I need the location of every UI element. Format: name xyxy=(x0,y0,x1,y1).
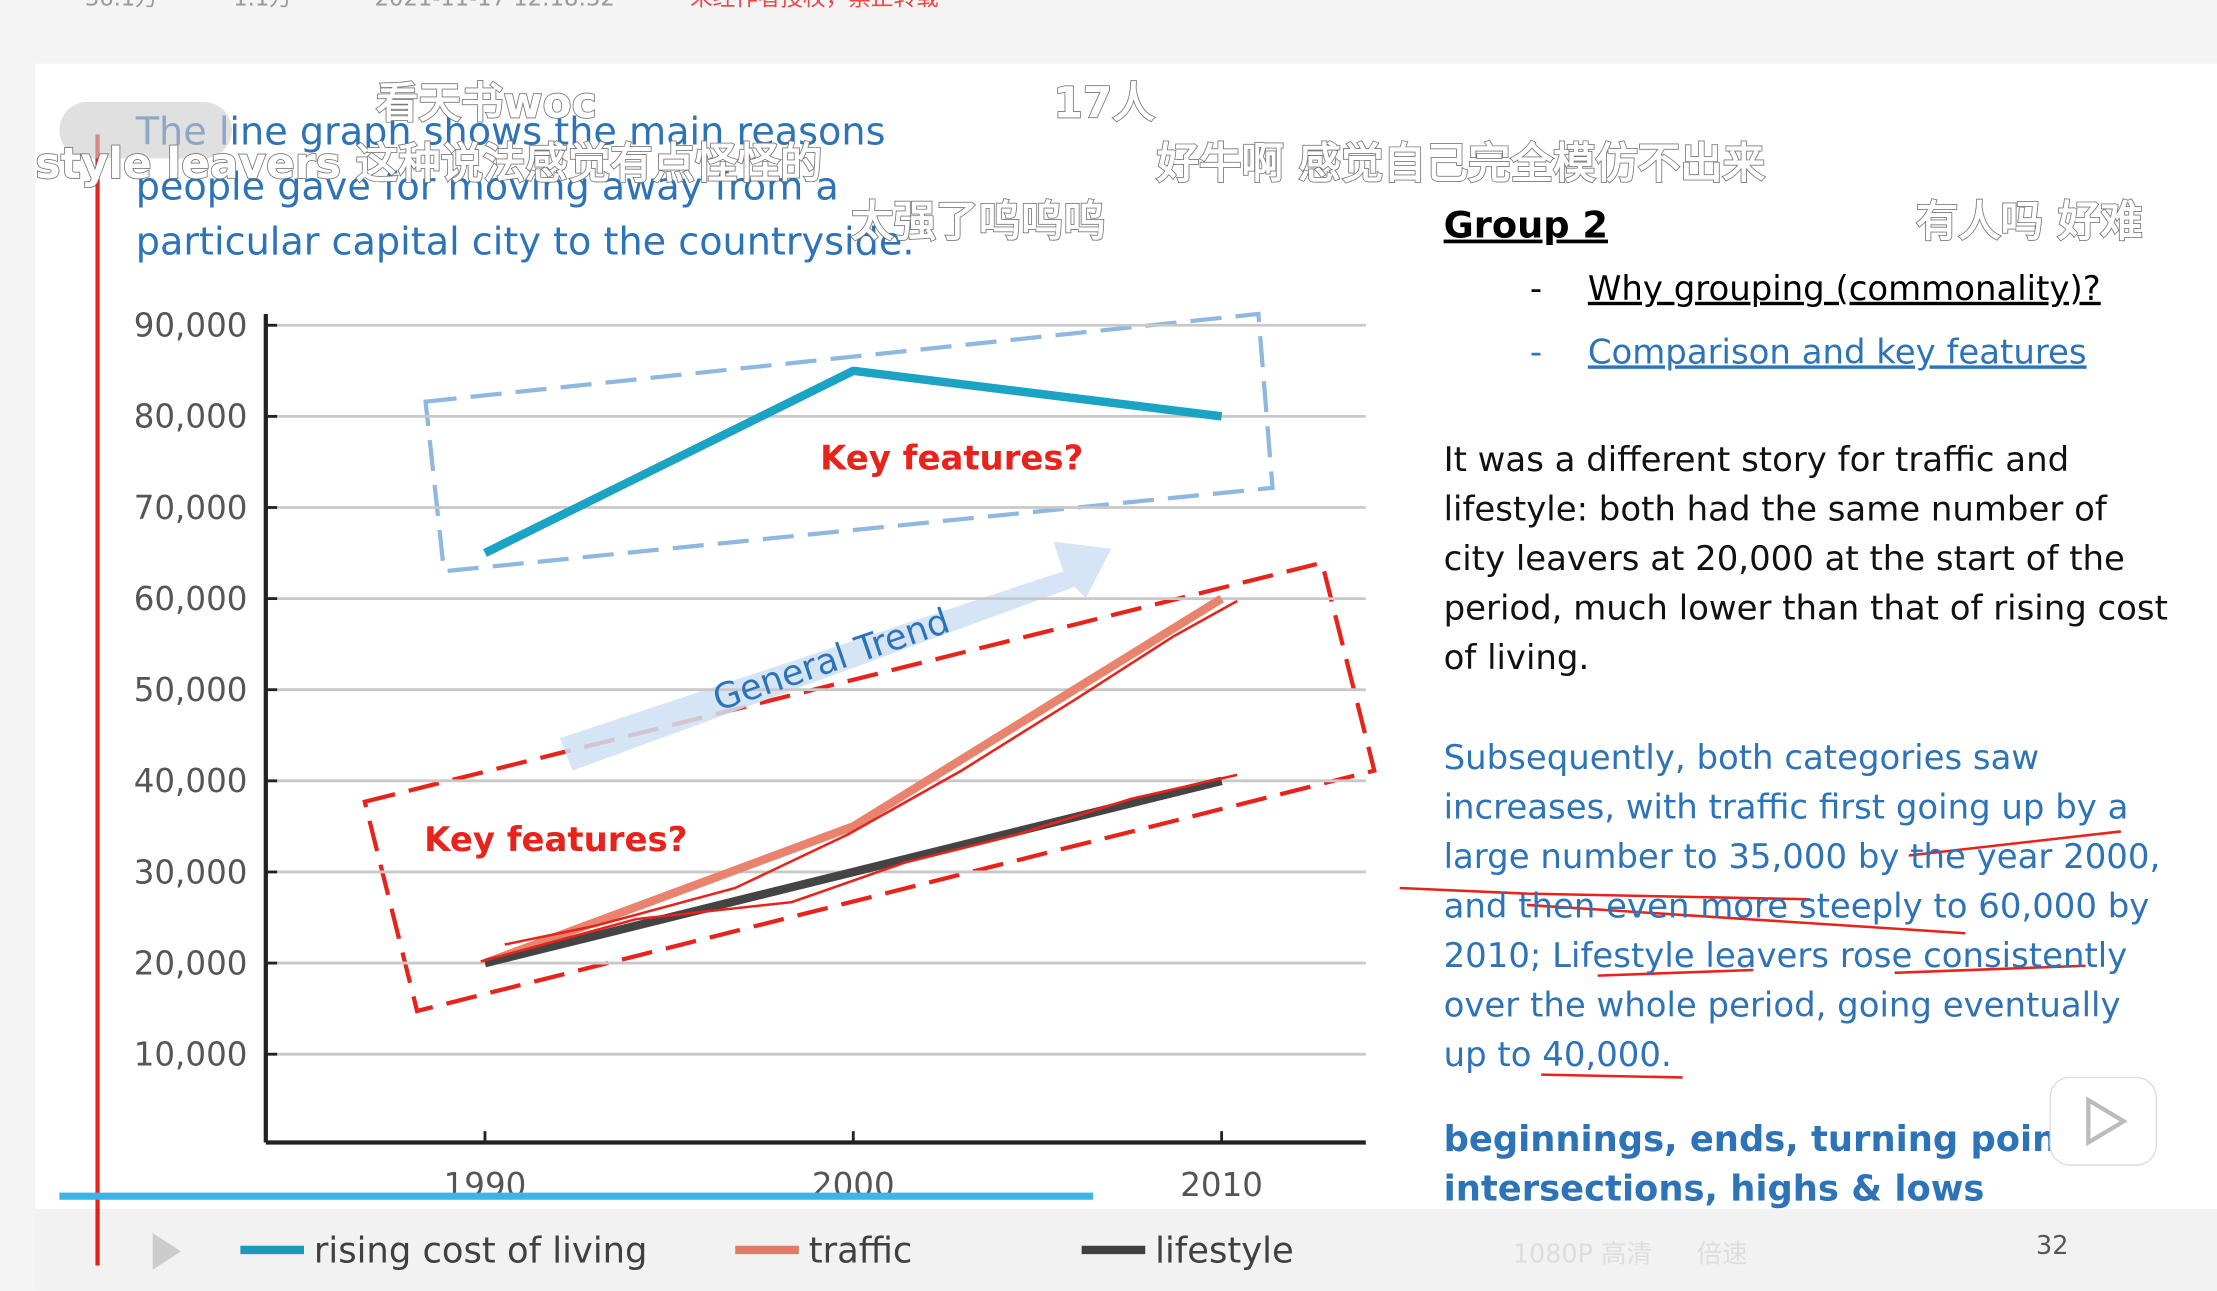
play-button[interactable] xyxy=(152,1232,181,1270)
hand-annotations xyxy=(480,599,2121,1079)
series-line xyxy=(483,776,1223,968)
text-line: up to 40,000. xyxy=(1444,1036,1672,1075)
danmaku: 17人 xyxy=(1053,79,1155,128)
slide-title: The line graph shows the main reasons peo… xyxy=(135,110,915,264)
bullet-dash: - xyxy=(1530,270,1542,309)
y-tick-label: 10,000 xyxy=(134,1036,248,1074)
text-line: 2010; Lifestyle leavers rose consistentl… xyxy=(1444,937,2128,976)
views: 36.1万 xyxy=(85,0,158,12)
control-bar xyxy=(35,1208,2217,1291)
notice: 未经作者授权，禁止转载 xyxy=(690,0,939,12)
title-line: particular capital city to the countrysi… xyxy=(136,221,915,265)
y-tick-label: 20,000 xyxy=(134,944,248,982)
uploader-badge[interactable] xyxy=(59,101,232,159)
bullet-dash: - xyxy=(1530,333,1542,372)
video-frame xyxy=(35,63,2217,1291)
x-tick-label: 2010 xyxy=(1180,1166,1263,1204)
text-line: lifestyle: both had the same number of xyxy=(1444,490,2108,529)
big-play-button[interactable] xyxy=(2049,1076,2157,1166)
dashed-box-blue xyxy=(423,311,1275,574)
text-line: large number to 35,000 by the year 2000, xyxy=(1444,838,2161,877)
danmaku-count: 1.1万 xyxy=(233,0,292,12)
text-line: and then even more steeply to 60,000 by xyxy=(1444,888,2150,927)
text-line: increases, with traffic first going up b… xyxy=(1444,789,2129,828)
dashed-box-red xyxy=(362,560,1377,1014)
big-play-icon xyxy=(2086,1096,2128,1147)
text-line: It was a different story for traffic and xyxy=(1444,441,2070,480)
y-tick-label: 80,000 xyxy=(134,398,248,436)
legend-label: lifestyle xyxy=(1155,1231,1294,1272)
text-line: intersections, highs & lows xyxy=(1444,1168,1985,1209)
text-line: city leavers at 20,000 at the start of t… xyxy=(1444,540,2125,579)
legend-label: traffic xyxy=(809,1231,913,1272)
danmaku: 看天书woc xyxy=(376,79,597,128)
quality[interactable]: 1080P 高清 xyxy=(1513,1240,1652,1270)
y-tick-label: 90,000 xyxy=(134,307,248,345)
summary: beginnings, ends, turning points, interse… xyxy=(1444,1119,2109,1209)
plot: 10,000 20,000 30,000 40,000 50,000 60,000 70,0… xyxy=(134,307,1366,1204)
bullet: Comparison and key features xyxy=(1588,333,2087,372)
series-line xyxy=(483,594,1224,968)
key-features-bottom: Key features? xyxy=(424,821,687,860)
legend-label: rising cost of living xyxy=(314,1231,648,1272)
y-tick-label: 50,000 xyxy=(134,671,248,709)
top-bar: 36.1万 1.1万 2021-11-17 12:18:32 未经作者授权，禁止… xyxy=(85,0,939,12)
page-number: 32 xyxy=(2036,1231,2068,1261)
y-tick-label: 70,000 xyxy=(134,489,248,527)
danmaku: 有人吗 好难 xyxy=(1916,198,2143,247)
paragraph-1: It was a different story for traffic and… xyxy=(1444,441,2168,678)
text-line: over the whole period, going eventually xyxy=(1444,987,2121,1026)
legend: rising cost of living traffic lifestyle xyxy=(240,1231,1294,1272)
danmaku: 太强了呜呜呜 xyxy=(851,198,1105,247)
series-line xyxy=(483,366,1223,557)
group-heading: Group 2 xyxy=(1444,204,1608,247)
y-tick-label: 60,000 xyxy=(134,580,248,618)
trend-arrow xyxy=(559,541,1112,771)
text-line: period, much lower than that of rising c… xyxy=(1444,589,2168,628)
bullet: Why grouping (commonality)? xyxy=(1588,270,2101,309)
y-tick-label: 40,000 xyxy=(134,762,248,800)
date: 2021-11-17 12:18:32 xyxy=(375,0,615,12)
danmaku: 好牛啊 感觉自己完全模仿不出来 xyxy=(1156,140,1766,189)
danmaku: style leavers 这种说法感觉有点怪怪的 xyxy=(35,140,822,189)
text-line: beginnings, ends, turning points, xyxy=(1444,1119,2109,1160)
y-tick-label: 30,000 xyxy=(134,853,248,891)
key-features-top: Key features? xyxy=(820,439,1083,478)
title-line: people gave for moving away from a xyxy=(136,165,839,209)
text-line: of living. xyxy=(1444,639,1590,678)
speed[interactable]: 倍速 xyxy=(1697,1240,1748,1270)
paragraph-2: Subsequently, both categories saw increas… xyxy=(1444,739,2161,1075)
text-line: Subsequently, both categories saw xyxy=(1444,739,2040,778)
title-line: The line graph shows the main reasons xyxy=(135,110,886,154)
